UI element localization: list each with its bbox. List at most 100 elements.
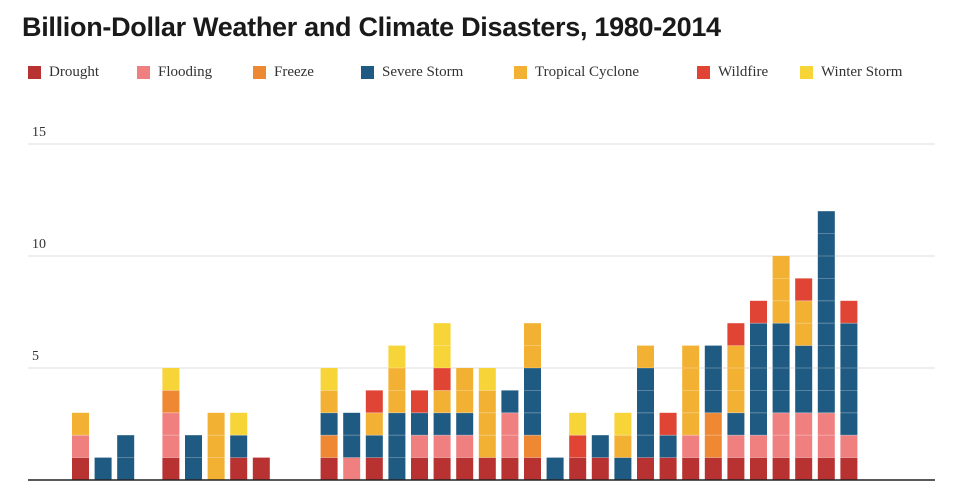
bar-segment-severe-storm-2014	[840, 323, 858, 436]
legend-swatch-drought	[28, 66, 41, 79]
chart-title: Billion-Dollar Weather and Climate Disas…	[22, 12, 721, 42]
bar-segment-tropical-cyclone-1993	[365, 412, 383, 436]
bar-segment-drought-2010	[750, 457, 767, 480]
y-tick-label: 15	[32, 125, 46, 140]
legend-label-winter-storm: Winter Storm	[821, 64, 903, 80]
bar-segment-drought-1987	[230, 457, 248, 480]
legend-label-wildfire: Wildfire	[718, 64, 769, 80]
bar-segment-severe-storm-2009	[727, 412, 745, 436]
legend-swatch-severe-storm	[361, 66, 374, 79]
bar-segment-severe-storm-1987	[230, 435, 248, 458]
bar-segment-flooding-2011	[772, 412, 790, 458]
legend-item-severe-storm: Severe Storm	[361, 64, 463, 81]
bar-segment-drought-1998	[478, 457, 496, 480]
bar-segment-severe-storm-2012	[795, 345, 813, 413]
legend-swatch-winter-storm	[800, 66, 813, 79]
bar-segment-wildfire-2012	[795, 278, 813, 301]
bar-segment-winter-storm-1996	[433, 323, 451, 368]
bar-segment-severe-storm-1999	[501, 390, 519, 413]
bar-segment-wildfire-1993	[365, 390, 383, 413]
bar-segment-flooding-1996	[433, 435, 451, 458]
bar-segment-tropical-cyclone-1996	[433, 390, 451, 413]
legend-label-drought: Drought	[49, 64, 99, 80]
bar-segment-drought-1988	[252, 457, 270, 480]
bar-segment-flooding-1992	[343, 457, 361, 480]
legend-item-tropical-cyclone: Tropical Cyclone	[514, 64, 639, 81]
bar-segment-drought-2002	[569, 457, 587, 480]
bar-segment-severe-storm-1991	[320, 412, 338, 436]
bar-segment-drought-2008	[704, 457, 722, 480]
bar-segment-severe-storm-1993	[365, 435, 383, 458]
bar-segment-drought-1997	[456, 457, 474, 480]
bar-segment-flooding-2012	[795, 412, 813, 458]
bar-segment-severe-storm-2010	[750, 323, 767, 436]
legend-label-tropical-cyclone: Tropical Cyclone	[535, 64, 640, 80]
bar-segment-severe-storm-1985	[185, 435, 202, 480]
legend-label-freeze: Freeze	[274, 64, 314, 80]
bar-segment-winter-storm-1991	[320, 368, 338, 391]
bar-segment-drought-2011	[772, 457, 790, 480]
bar-segment-severe-storm-1997	[456, 412, 474, 436]
legend-label-severe-storm: Severe Storm	[382, 64, 464, 80]
bar-segment-severe-storm-2013	[817, 211, 835, 413]
bar-segment-tropical-cyclone-1994	[388, 368, 406, 413]
bar-segment-severe-storm-2005	[637, 368, 654, 458]
bar-segment-flooding-1995	[411, 435, 428, 458]
bar-segment-drought-2007	[682, 457, 700, 480]
bar-segment-drought-2012	[795, 457, 813, 480]
legend-item-winter-storm: Winter Storm	[800, 64, 902, 81]
bar-segment-freeze-1991	[320, 435, 338, 458]
legend: Drought Flooding Freeze Severe Storm Tro…	[28, 64, 948, 86]
legend-item-flooding: Flooding	[137, 64, 212, 81]
bar-segment-severe-storm-2008	[704, 345, 722, 413]
legend-item-drought: Drought	[28, 64, 99, 81]
bar-segment-winter-storm-2002	[569, 412, 587, 436]
legend-swatch-tropical-cyclone	[514, 66, 527, 79]
bar-segment-severe-storm-2006	[659, 435, 677, 458]
bar-segment-flooding-2007	[682, 435, 700, 458]
bar-segment-severe-storm-2004	[614, 457, 632, 480]
bar-segment-freeze-1984	[162, 390, 180, 413]
bar-segment-drought-2009	[727, 457, 745, 480]
bar-segment-flooding-2010	[750, 435, 767, 458]
bar-segment-tropical-cyclone-2009	[727, 345, 745, 413]
bar-segment-severe-storm-1992	[343, 412, 361, 458]
bar-segment-severe-storm-2000	[524, 368, 541, 436]
bar-segment-drought-1980	[72, 457, 89, 480]
y-tick-label: 5	[32, 349, 39, 364]
bar-segment-wildfire-2006	[659, 412, 677, 436]
bar-segment-drought-2003	[591, 457, 609, 480]
bar-segment-severe-storm-2003	[591, 435, 609, 458]
bar-segment-tropical-cyclone-1997	[456, 368, 474, 413]
bar-segment-drought-1999	[501, 457, 519, 480]
bar-segment-tropical-cyclone-1991	[320, 390, 338, 413]
bar-segment-flooding-1980	[72, 435, 89, 458]
legend-label-flooding: Flooding	[158, 64, 213, 80]
legend-swatch-wildfire	[697, 66, 710, 79]
bar-segment-winter-storm-2004	[614, 412, 632, 436]
bar-segment-severe-storm-1996	[433, 412, 451, 436]
bar-segment-winter-storm-1984	[162, 368, 180, 391]
bar-segment-flooding-1999	[501, 412, 519, 458]
bar-segment-tropical-cyclone-1986	[207, 412, 225, 480]
bar-segment-severe-storm-2011	[772, 323, 790, 413]
bar-segment-wildfire-2002	[569, 435, 587, 458]
legend-item-freeze: Freeze	[253, 64, 314, 81]
legend-item-wildfire: Wildfire	[697, 64, 768, 81]
bar-segment-wildfire-1996	[433, 368, 451, 391]
bar-segment-drought-2005	[637, 457, 654, 480]
bar-segment-freeze-2000	[524, 435, 541, 458]
bar-segment-freeze-2008	[704, 412, 722, 458]
bar-segment-tropical-cyclone-2005	[637, 345, 654, 368]
bar-segment-flooding-1997	[456, 435, 474, 458]
bar-segment-severe-storm-1995	[411, 412, 428, 436]
bar-segment-flooding-1984	[162, 412, 180, 458]
bar-segment-severe-storm-1982	[117, 435, 135, 480]
bar-segment-drought-2013	[817, 457, 835, 480]
bar-segment-tropical-cyclone-2012	[795, 300, 813, 346]
legend-swatch-flooding	[137, 66, 150, 79]
bar-segment-winter-storm-1987	[230, 412, 248, 436]
bar-segment-flooding-2014	[840, 435, 858, 458]
bar-segment-drought-2000	[524, 457, 541, 480]
